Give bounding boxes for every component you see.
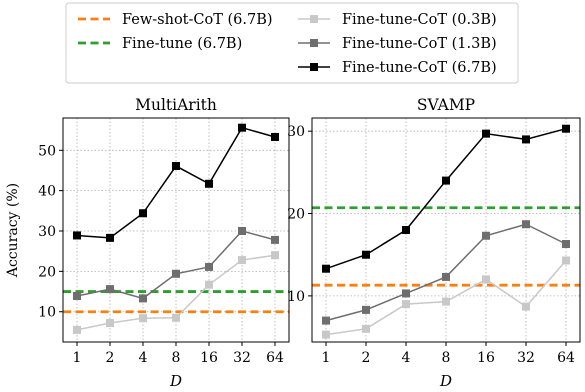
data-point bbox=[442, 176, 450, 185]
data-point bbox=[442, 272, 450, 281]
legend-entry-fine-tune-6-7b: Fine-tune (6.7B) bbox=[78, 36, 242, 52]
data-point bbox=[322, 316, 330, 325]
data-point bbox=[238, 256, 246, 265]
series-fine-tune-cot-1-3b bbox=[322, 220, 570, 325]
data-point bbox=[482, 129, 490, 138]
data-point bbox=[522, 302, 530, 311]
data-point bbox=[562, 256, 570, 265]
data-point bbox=[172, 162, 180, 171]
data-point bbox=[139, 294, 147, 303]
x-tick-label: 16 bbox=[477, 350, 495, 366]
data-point bbox=[205, 262, 213, 271]
data-point bbox=[271, 235, 279, 244]
data-point bbox=[402, 300, 410, 309]
data-point bbox=[562, 240, 570, 248]
chart-multiarith: 1 2 4 8 16 32 64 10 20 30 40 50 MultiArith D Accuracy … bbox=[5, 96, 290, 390]
legend-entry-fine-tune-cot-0-3b: Fine-tune-CoT (0.3B) bbox=[298, 12, 497, 28]
x-tick-label: 1 bbox=[322, 350, 331, 366]
chart-title: MultiArith bbox=[135, 96, 217, 114]
data-point bbox=[205, 179, 213, 188]
x-tick-label: 2 bbox=[362, 350, 371, 366]
data-point bbox=[442, 297, 450, 306]
data-point bbox=[106, 233, 114, 242]
legend-marker bbox=[310, 39, 318, 47]
y-axis-label: Accuracy (%) bbox=[5, 183, 21, 278]
y-tick-label: 40 bbox=[38, 184, 56, 200]
grid bbox=[63, 118, 289, 342]
data-point bbox=[139, 209, 147, 218]
legend-marker bbox=[310, 63, 318, 71]
y-tick-label: 50 bbox=[38, 143, 56, 159]
data-point bbox=[238, 227, 246, 236]
x-tick-label: 4 bbox=[402, 350, 411, 366]
x-tick-label: 1 bbox=[73, 350, 82, 366]
legend-label: Fine-tune-CoT (0.3B) bbox=[342, 12, 497, 28]
legend-label: Fine-tune (6.7B) bbox=[122, 36, 242, 52]
data-point bbox=[172, 269, 180, 278]
data-point bbox=[139, 314, 147, 323]
series-fine-tune-cot-1-3b bbox=[73, 227, 279, 303]
series-fine-tune-cot-0-3b bbox=[322, 256, 570, 339]
y-tick-label: 30 bbox=[287, 124, 305, 140]
data-point bbox=[522, 220, 530, 229]
data-point bbox=[322, 264, 330, 273]
data-point bbox=[271, 251, 279, 260]
data-point bbox=[106, 319, 114, 328]
legend: Few-shot-CoT (6.7B) Fine-tune (6.7B) Fine-… bbox=[65, 2, 519, 84]
data-point bbox=[362, 305, 370, 314]
data-point bbox=[238, 123, 246, 132]
series-fine-tune-cot-0-3b bbox=[73, 251, 279, 334]
y-tick-label: 20 bbox=[287, 207, 305, 223]
x-tick-label: 64 bbox=[266, 350, 284, 366]
data-point bbox=[172, 313, 180, 322]
y-tick-label: 30 bbox=[38, 224, 56, 240]
data-point bbox=[205, 280, 213, 289]
y-tick-label: 20 bbox=[38, 264, 56, 280]
x-tick-label: 8 bbox=[442, 350, 451, 366]
legend-entry-fine-tune-cot-1-3b: Fine-tune-CoT (1.3B) bbox=[298, 36, 497, 52]
x-tick-label: 8 bbox=[172, 350, 181, 366]
data-point bbox=[271, 132, 279, 141]
data-point bbox=[362, 324, 370, 333]
data-point bbox=[482, 231, 490, 240]
x-tick-label: 4 bbox=[139, 350, 148, 366]
y-tick-label: 10 bbox=[287, 289, 305, 305]
x-tick-label: 32 bbox=[233, 350, 251, 366]
data-point bbox=[106, 285, 114, 294]
series-fine-tune-cot-6-7b bbox=[322, 124, 570, 273]
series-fine-tune-cot-6-7b bbox=[73, 123, 279, 242]
data-point bbox=[522, 135, 530, 144]
data-point bbox=[73, 291, 81, 300]
legend-label: Fine-tune-CoT (1.3B) bbox=[342, 36, 497, 52]
data-point bbox=[402, 289, 410, 298]
legend-entry-few-shot-cot-6-7b: Few-shot-CoT (6.7B) bbox=[78, 12, 273, 28]
y-tick-label: 10 bbox=[38, 305, 56, 321]
series-line bbox=[76, 126, 276, 239]
x-axis-label: D bbox=[439, 372, 452, 390]
x-tick-label: 16 bbox=[200, 350, 218, 366]
grid bbox=[312, 118, 580, 342]
data-point bbox=[562, 124, 570, 133]
legend-label: Few-shot-CoT (6.7B) bbox=[122, 12, 273, 28]
legend-marker bbox=[310, 15, 318, 23]
legend-frame bbox=[65, 2, 519, 84]
x-tick-label: 64 bbox=[557, 350, 575, 366]
data-point bbox=[402, 226, 410, 234]
data-point bbox=[73, 231, 81, 240]
x-tick-label: 32 bbox=[517, 350, 535, 366]
data-point bbox=[73, 325, 81, 334]
data-point bbox=[322, 330, 330, 339]
x-axis-label: D bbox=[169, 372, 182, 390]
x-tick-label: 2 bbox=[106, 350, 115, 366]
data-point bbox=[362, 250, 370, 259]
chart-svamp: 1 2 4 8 16 32 64 10 20 30 SVAMP D bbox=[287, 96, 581, 390]
data-point bbox=[482, 275, 490, 284]
legend-entry-fine-tune-cot-6-7b: Fine-tune-CoT (6.7B) bbox=[298, 60, 497, 76]
chart-title: SVAMP bbox=[417, 96, 475, 114]
legend-label: Fine-tune-CoT (6.7B) bbox=[342, 60, 497, 76]
